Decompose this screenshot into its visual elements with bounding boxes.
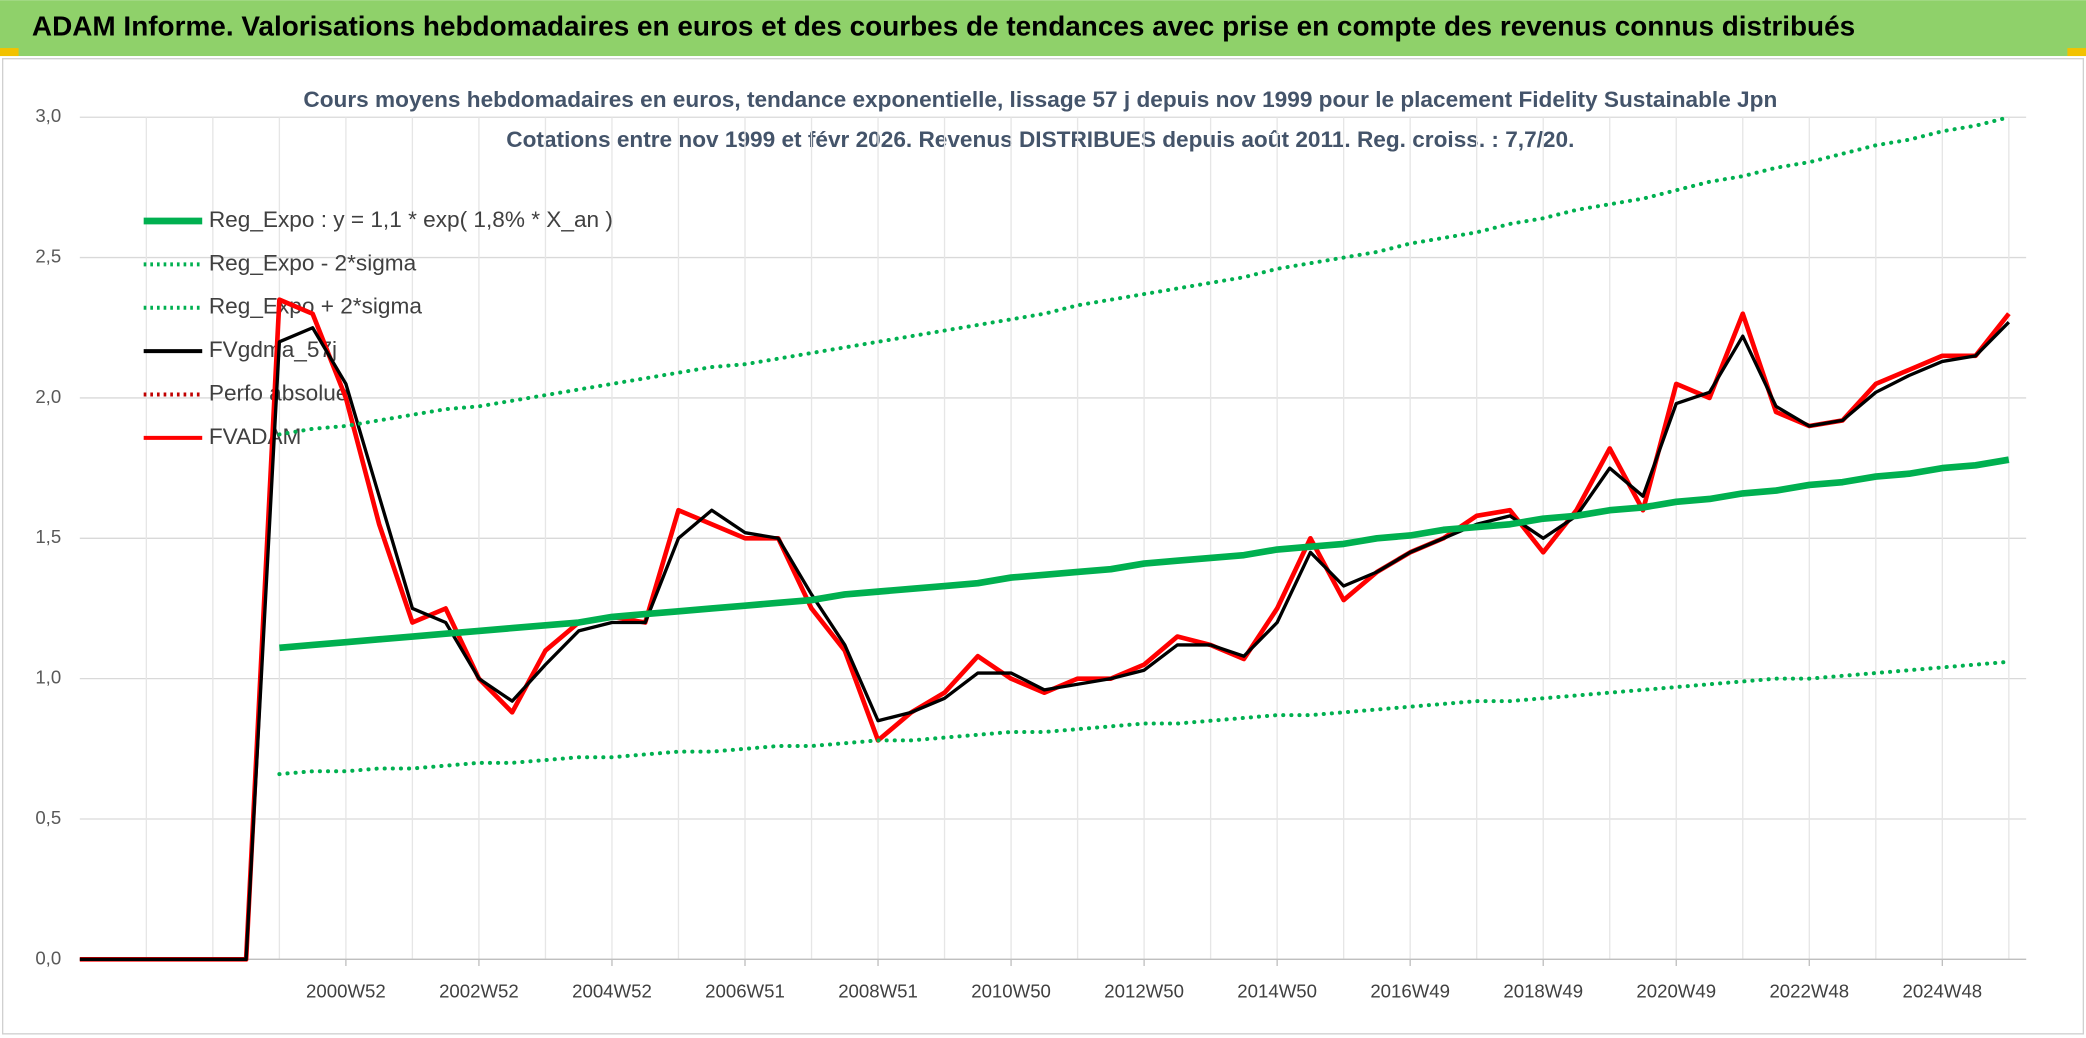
y-tick-label: 3,0 (35, 105, 61, 126)
series-line (279, 456, 2010, 652)
x-tick-label: 2024W48 (1902, 981, 1982, 1002)
x-tick-label: 2008W51 (838, 981, 918, 1002)
y-tick-label: 2,0 (35, 386, 61, 407)
y-tick-label: 1,0 (35, 667, 61, 688)
x-tick-label: 2004W52 (572, 981, 652, 1002)
legend-label: FVgdma_57j (209, 337, 337, 362)
legend-label: Reg_Expo : y = 1,1 * exp( 1,8% * X_an ) (209, 207, 613, 232)
y-tick-label: 1,5 (35, 526, 61, 547)
chart-title: Cours moyens hebdomadaires en euros, ten… (303, 87, 1777, 112)
y-tick-label: 0,0 (35, 947, 61, 968)
legend-label: Reg_Expo - 2*sigma (209, 250, 417, 275)
chart-frame (1, 58, 2085, 1035)
series-line (79, 297, 2011, 962)
x-tick-label: 2006W51 (705, 981, 785, 1002)
corner (0, 48, 19, 57)
header-title: ADAM Informe. Valorisations hebdomadaire… (32, 10, 1855, 41)
y-tick-label: 0,5 (35, 807, 61, 828)
series-line (79, 320, 2011, 962)
series-line (277, 659, 2011, 777)
y-tick-label: 2,5 (35, 246, 61, 267)
chart-subtitle: Cotations entre nov 1999 et févr 2026. R… (506, 127, 1574, 152)
x-tick-label: 2022W48 (1769, 981, 1849, 1002)
x-tick-label: 2018W49 (1503, 981, 1583, 1002)
x-tick-label: 2014W50 (1237, 981, 1317, 1002)
x-tick-label: 2016W49 (1370, 981, 1450, 1002)
x-tick-label: 2010W50 (971, 981, 1051, 1002)
x-tick-label: 2012W50 (1104, 981, 1184, 1002)
header-bar (0, 0, 2086, 57)
corner (2067, 48, 2086, 57)
x-tick-label: 2000W52 (306, 981, 386, 1002)
legend-label: FVADAM (209, 424, 302, 449)
x-tick-label: 2002W52 (439, 981, 519, 1002)
x-tick-label: 2020W49 (1636, 981, 1716, 1002)
series-line (277, 115, 2011, 437)
legend-label: Reg_Expo + 2*sigma (209, 294, 422, 319)
